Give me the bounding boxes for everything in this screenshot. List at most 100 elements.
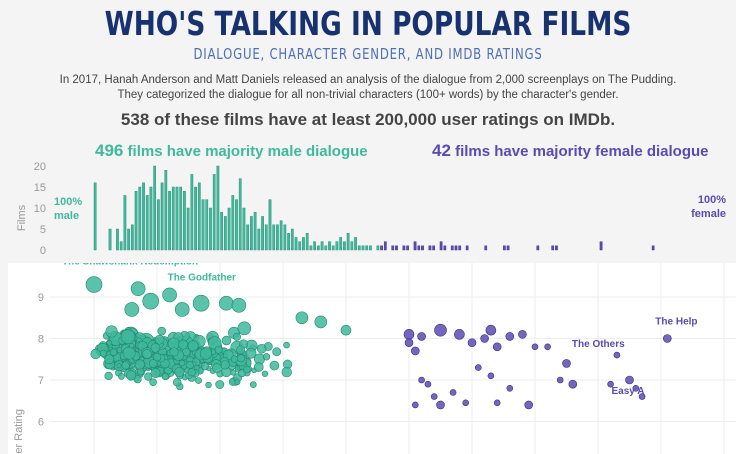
scatter-point-male bbox=[130, 281, 146, 297]
histogram-bar-female bbox=[454, 245, 458, 251]
scatter-point-male bbox=[314, 315, 328, 329]
scatter-point-male bbox=[237, 321, 252, 336]
scatter-point-male bbox=[249, 381, 257, 388]
scatter-point-female bbox=[454, 329, 465, 340]
scatter-point-female bbox=[524, 400, 534, 410]
histogram-bar-male bbox=[235, 199, 238, 251]
histogram-bar-female bbox=[503, 245, 506, 251]
histogram-bar-male bbox=[179, 186, 183, 251]
scatter-point-male bbox=[195, 377, 202, 384]
histogram-bar-male bbox=[354, 237, 357, 251]
female-end-pct: 100% bbox=[697, 194, 726, 206]
histogram-bar-female bbox=[432, 245, 436, 251]
scatter-point-male bbox=[192, 294, 210, 312]
scatter-point-male bbox=[120, 329, 136, 344]
scatter-point-male bbox=[219, 295, 234, 311]
scatter-point-male bbox=[230, 355, 239, 363]
histogram-y-tick: 5 bbox=[40, 224, 46, 236]
male-majority-label: 496 films have majority male dialogue bbox=[95, 141, 368, 161]
histogram-bar-male bbox=[138, 186, 142, 251]
scatter-y-label: User Rating bbox=[13, 409, 25, 454]
scatter-point-male bbox=[118, 373, 125, 380]
scatter-annotation: The Shawshank Redemption bbox=[62, 263, 198, 268]
scatter-point-male bbox=[144, 372, 153, 381]
histogram-bar-male bbox=[305, 232, 309, 251]
scatter-point-male bbox=[214, 345, 223, 354]
scatter-point-male bbox=[99, 349, 108, 358]
scatter-point-female bbox=[485, 324, 497, 336]
histogram-bar-male bbox=[205, 199, 209, 251]
scatter-point-male bbox=[205, 381, 212, 389]
scatter-point-male bbox=[232, 332, 241, 341]
histogram-bar-male bbox=[317, 245, 320, 251]
histogram-bar-female bbox=[406, 245, 409, 251]
scatter-annotation: The Others bbox=[572, 339, 625, 350]
scatter-point-male bbox=[169, 347, 179, 357]
female-end-word: female bbox=[691, 208, 726, 220]
scatter-point-male bbox=[215, 380, 225, 389]
male-majority-text: films have majority male dialogue bbox=[123, 143, 368, 160]
histogram-bar-male bbox=[216, 165, 220, 251]
scatter-point-male bbox=[172, 378, 182, 387]
scatter-point-male bbox=[178, 359, 186, 367]
scatter-point-male bbox=[134, 359, 145, 370]
scatter-point-male bbox=[230, 369, 237, 376]
histogram-bar-male bbox=[157, 199, 160, 251]
scatter-point-male bbox=[116, 363, 122, 369]
scatter-point-female bbox=[404, 338, 414, 347]
histogram-bar-male bbox=[220, 212, 223, 251]
scatter-y-tick: 7 bbox=[38, 375, 44, 387]
histogram-bar-female bbox=[506, 245, 510, 251]
histogram-bar-male bbox=[119, 241, 123, 251]
histogram-bar-male bbox=[369, 245, 372, 251]
histogram-bar-male bbox=[108, 228, 112, 251]
histogram-bar-male bbox=[376, 245, 380, 251]
histogram-bar-female bbox=[395, 245, 398, 251]
scatter-point-female bbox=[638, 393, 646, 400]
histogram-bar-male bbox=[335, 241, 339, 251]
histogram-bar-female bbox=[555, 245, 558, 251]
male-end-word: male bbox=[54, 210, 80, 222]
scatter-point-female bbox=[556, 376, 564, 384]
scatter-point-female bbox=[632, 385, 640, 392]
scatter-chart: User Rating 6 7 8 9 The Shawshank Redemptio… bbox=[13, 263, 736, 454]
scatter-y-tick: 8 bbox=[38, 334, 44, 346]
scatter-y-tick: 6 bbox=[38, 417, 44, 429]
scatter-point-male bbox=[187, 368, 196, 377]
histogram-bar-male bbox=[264, 224, 268, 251]
histogram-y-label: Films bbox=[16, 204, 28, 231]
histogram-bar-male bbox=[227, 207, 231, 251]
scatter-point-male bbox=[142, 292, 159, 310]
histogram-bar-male bbox=[242, 207, 246, 251]
histogram-bar-male bbox=[149, 186, 153, 251]
histogram-bar-male bbox=[357, 245, 361, 251]
scatter-point-female bbox=[613, 351, 621, 359]
histogram-bar-male bbox=[134, 191, 138, 251]
histogram-bar-female bbox=[380, 245, 383, 251]
histogram-y-tick: 20 bbox=[34, 161, 46, 173]
histogram-bar-male bbox=[365, 245, 369, 251]
intro-line-1: In 2017, Hanah Anderson and Matt Daniels… bbox=[59, 74, 677, 86]
scatter-point-female bbox=[625, 375, 634, 385]
count-line: 538 of these films have at least 200,000… bbox=[120, 110, 616, 129]
female-end-label: 100% female bbox=[686, 193, 726, 221]
histogram-bar-male bbox=[313, 241, 316, 251]
histogram-bar-male bbox=[142, 182, 145, 251]
scatter-point-female bbox=[544, 343, 551, 351]
histogram-bar-male bbox=[331, 245, 335, 251]
scatter-point-female bbox=[467, 338, 477, 347]
scatter-point-male bbox=[124, 302, 140, 317]
scatter-point-male bbox=[150, 367, 161, 378]
histogram-bar-female bbox=[551, 245, 555, 251]
histogram-bar-male bbox=[324, 245, 328, 251]
scatter-point-male bbox=[261, 370, 269, 377]
scatter-point-male bbox=[149, 378, 157, 386]
histogram-bar-male bbox=[168, 191, 171, 251]
histogram-bar-male bbox=[186, 207, 190, 251]
scatter-y-tick: 9 bbox=[38, 292, 44, 304]
scatter-point-male bbox=[157, 326, 167, 336]
chart-subtitle: DIALOGUE, CHARACTER GENDER, AND IMDB RAT… bbox=[193, 45, 543, 63]
histogram-y-tick: 0 bbox=[40, 245, 46, 257]
scatter-point-female bbox=[480, 334, 489, 343]
histogram-bar-female bbox=[450, 245, 454, 251]
